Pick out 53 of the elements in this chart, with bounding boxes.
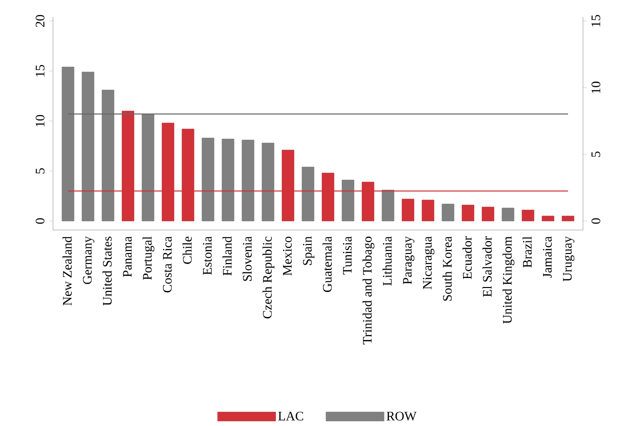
x-tick-label: United Kingdom xyxy=(502,236,514,324)
y-tick-label: 10 xyxy=(36,114,44,126)
x-tick-label: Slovenia xyxy=(242,236,252,281)
x-tick-label: Chile xyxy=(182,236,192,264)
x-tick-label: South Korea xyxy=(442,236,452,301)
bar xyxy=(422,200,434,222)
x-tick-label: Costa Rica xyxy=(162,236,172,292)
bar xyxy=(382,190,394,222)
bar xyxy=(462,204,474,222)
y-tick-label: 0 xyxy=(36,218,44,224)
x-tick-label: Panama xyxy=(123,236,132,277)
y2-tick-label: 10 xyxy=(592,82,600,94)
bar xyxy=(562,216,574,222)
bar xyxy=(262,142,274,222)
x-tick-label: Estonia xyxy=(202,236,212,275)
legend-label: LAC xyxy=(278,412,304,420)
x-tick-label: Germany xyxy=(82,236,94,284)
legend-label: ROW xyxy=(386,412,417,421)
x-tick-label: El Salvador xyxy=(482,236,492,297)
y2-tick-label: 15 xyxy=(592,15,600,26)
x-tick-label: Jamaica xyxy=(542,236,552,278)
bar xyxy=(302,166,314,222)
bar xyxy=(502,208,514,222)
y-tick-label: 15 xyxy=(36,65,44,76)
x-tick-label: Mexico xyxy=(282,236,292,276)
x-tick-label: Portugal xyxy=(142,236,154,280)
y-tick-label: 20 xyxy=(36,14,44,27)
bar xyxy=(222,138,234,222)
bar xyxy=(522,210,534,222)
bar xyxy=(202,138,214,222)
bar xyxy=(402,198,414,222)
bar xyxy=(482,206,494,222)
y2-tick-label: 5 xyxy=(592,152,600,157)
x-tick-label: Paraguay xyxy=(403,236,414,284)
x-tick-label: Guatemala xyxy=(322,236,332,292)
x-tick-label: Tunisia xyxy=(342,236,352,275)
x-tick-label: Brazil xyxy=(522,236,532,268)
x-tick-label: Spain xyxy=(302,236,314,265)
x-tick-label: Lithuania xyxy=(382,236,392,286)
bar xyxy=(342,180,354,222)
x-tick-label: Finland xyxy=(222,236,232,276)
x-tick-label: United States xyxy=(102,236,112,306)
x-tick-label: Czech Republic xyxy=(262,236,274,318)
x-tick-label: Ecuador xyxy=(462,236,472,280)
x-tick-label: Uruguay xyxy=(563,236,574,282)
x-tick-label: New Zealand xyxy=(62,236,72,306)
x-tick-label: Trinidad and Tobago xyxy=(362,236,374,344)
y-tick-label: 5 xyxy=(36,168,44,174)
y2-tick-label: 0 xyxy=(592,218,600,224)
x-tick-label: Nicaragua xyxy=(422,236,434,290)
bar xyxy=(542,216,554,222)
bar xyxy=(442,204,454,222)
bar xyxy=(242,140,254,222)
